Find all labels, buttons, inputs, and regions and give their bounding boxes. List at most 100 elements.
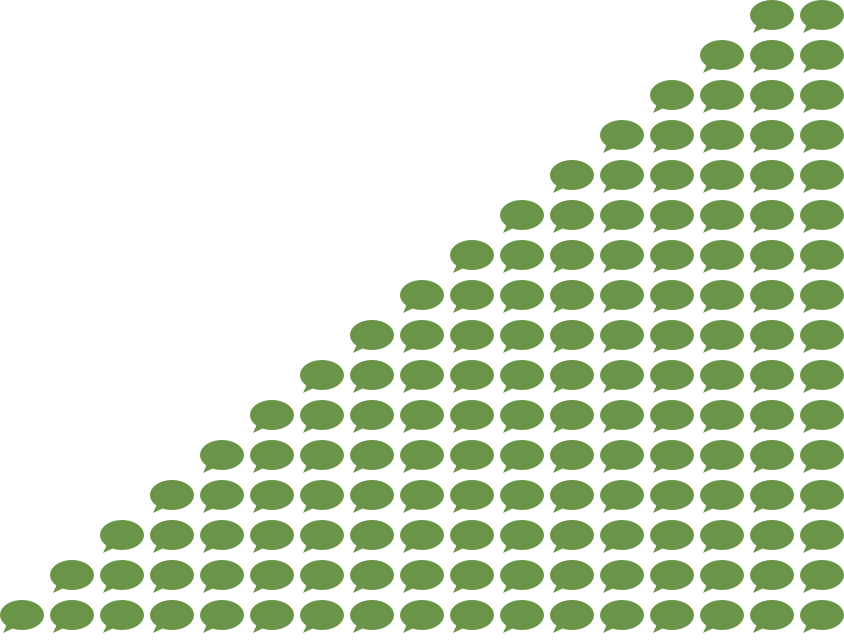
speech-bubble-icon (700, 80, 744, 113)
speech-bubble-icon (250, 560, 294, 593)
speech-bubble-icon (550, 240, 594, 273)
speech-bubble-icon (600, 240, 644, 273)
speech-bubble-icon (500, 520, 544, 553)
speech-bubble-icon (500, 240, 544, 273)
speech-bubble-icon (200, 480, 244, 513)
speech-bubble-icon (800, 600, 844, 633)
speech-bubble-icon (350, 600, 394, 633)
speech-bubble-icon (400, 600, 444, 633)
speech-bubble-icon (200, 520, 244, 553)
speech-bubble-icon (150, 480, 194, 513)
speech-bubble-icon (600, 560, 644, 593)
speech-bubble-icon (600, 600, 644, 633)
speech-bubble-icon (800, 320, 844, 353)
speech-bubble-icon (650, 200, 694, 233)
speech-bubble-icon (800, 360, 844, 393)
speech-bubble-icon (750, 80, 794, 113)
speech-bubble-icon (250, 480, 294, 513)
speech-bubble-icon (350, 440, 394, 473)
speech-bubble-icon (800, 200, 844, 233)
speech-bubble-icon (650, 240, 694, 273)
speech-bubble-icon (800, 40, 844, 73)
speech-bubble-icon (600, 360, 644, 393)
speech-bubble-icon (650, 80, 694, 113)
speech-bubble-icon (250, 440, 294, 473)
speech-bubble-icon (250, 520, 294, 553)
speech-bubble-icon (200, 560, 244, 593)
speech-bubble-icon (800, 440, 844, 473)
speech-bubble-icon (750, 600, 794, 633)
speech-bubble-icon (450, 480, 494, 513)
speech-bubble-icon (500, 280, 544, 313)
speech-bubble-icon (800, 80, 844, 113)
speech-bubble-icon (450, 320, 494, 353)
speech-bubble-icon (100, 560, 144, 593)
speech-bubble-icon (550, 320, 594, 353)
speech-bubble-icon (350, 480, 394, 513)
speech-bubble-icon (750, 480, 794, 513)
speech-bubble-icon (400, 520, 444, 553)
speech-bubble-icon (700, 560, 744, 593)
speech-bubble-icon (200, 600, 244, 633)
speech-bubble-icon (800, 280, 844, 313)
speech-bubble-icon (300, 520, 344, 553)
speech-bubble-icon (200, 440, 244, 473)
speech-bubble-icon (750, 160, 794, 193)
speech-bubble-icon (800, 0, 844, 33)
speech-bubble-icon (650, 360, 694, 393)
speech-bubble-icon (600, 400, 644, 433)
speech-bubble-icon (100, 520, 144, 553)
speech-bubble-icon (500, 400, 544, 433)
speech-bubble-icon (700, 440, 744, 473)
speech-bubble-icon (750, 400, 794, 433)
speech-bubble-icon (800, 520, 844, 553)
speech-bubble-icon (700, 40, 744, 73)
speech-bubble-icon (800, 480, 844, 513)
speech-bubble-icon (450, 560, 494, 593)
speech-bubble-icon (450, 440, 494, 473)
speech-bubble-icon (400, 280, 444, 313)
speech-bubble-icon (650, 160, 694, 193)
speech-bubble-icon (550, 600, 594, 633)
speech-bubble-icon (450, 240, 494, 273)
speech-bubble-icon (150, 520, 194, 553)
speech-bubble-icon (350, 320, 394, 353)
speech-bubble-icon (700, 120, 744, 153)
speech-bubble-icon (750, 120, 794, 153)
speech-bubble-icon (600, 480, 644, 513)
speech-bubble-icon (750, 320, 794, 353)
speech-bubble-icon (150, 560, 194, 593)
speech-bubble-icon (550, 360, 594, 393)
speech-bubble-icon (500, 320, 544, 353)
speech-bubble-icon (400, 560, 444, 593)
speech-bubble-icon (750, 240, 794, 273)
speech-bubble-icon (800, 240, 844, 273)
speech-bubble-icon (450, 280, 494, 313)
speech-bubble-icon (750, 200, 794, 233)
speech-bubble-icon (300, 600, 344, 633)
speech-bubble-icon (750, 440, 794, 473)
speech-bubble-icon (550, 200, 594, 233)
speech-bubble-icon (650, 280, 694, 313)
speech-bubble-icon (550, 280, 594, 313)
speech-bubble-icon (350, 400, 394, 433)
speech-bubble-icon (800, 560, 844, 593)
speech-bubble-icon (450, 360, 494, 393)
speech-bubble-icon (600, 160, 644, 193)
speech-bubble-icon (750, 280, 794, 313)
speech-bubble-icon (600, 520, 644, 553)
speech-bubble-icon (500, 600, 544, 633)
speech-bubble-icon (550, 160, 594, 193)
speech-bubble-icon (750, 40, 794, 73)
speech-bubble-icon (650, 600, 694, 633)
speech-bubble-icon (700, 520, 744, 553)
speech-bubble-icon (450, 600, 494, 633)
speech-bubble-icon (150, 600, 194, 633)
speech-bubble-icon (450, 400, 494, 433)
speech-bubble-icon (400, 360, 444, 393)
speech-bubble-icon (700, 200, 744, 233)
speech-bubble-icon (650, 440, 694, 473)
speech-bubble-icon (500, 200, 544, 233)
